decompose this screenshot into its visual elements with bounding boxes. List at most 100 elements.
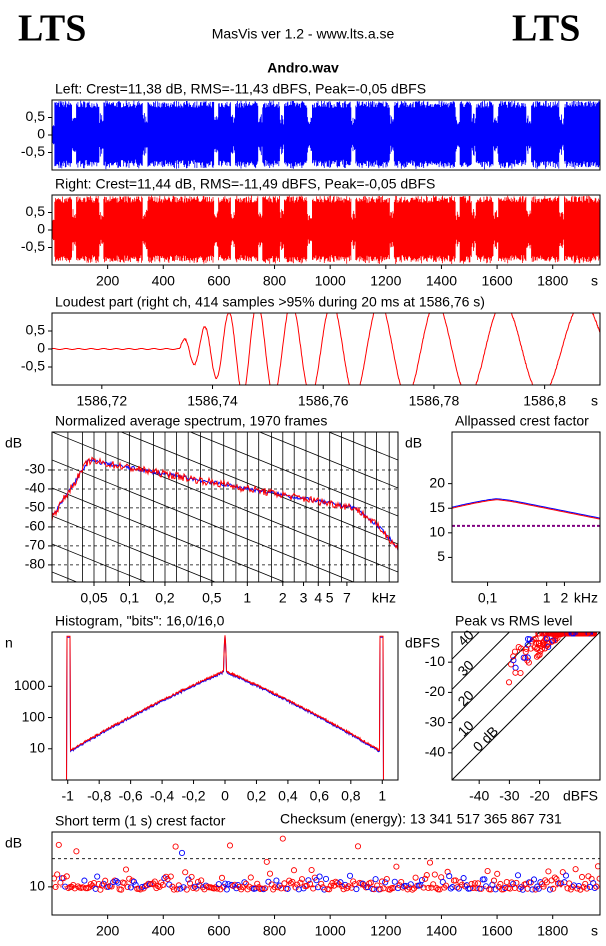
slope-line — [327, 432, 398, 461]
plot-frame — [51, 431, 399, 583]
scatter-point — [153, 884, 160, 892]
scatter-point — [377, 886, 384, 893]
logo: LTS — [18, 8, 86, 50]
scatter-point — [431, 871, 438, 878]
scatter-point — [548, 638, 555, 645]
y-tick-label: 15 — [429, 499, 445, 515]
x-tick-label: 1 — [243, 590, 251, 606]
scatter-point — [588, 632, 595, 637]
scatter-point — [170, 886, 178, 893]
scatter-point — [545, 868, 552, 875]
scatter-point — [527, 645, 534, 652]
scatter-point — [289, 878, 296, 885]
scatter-point — [194, 878, 202, 885]
x-tick-label: 5 — [326, 590, 334, 606]
scatter-point — [102, 877, 109, 884]
scatter-point — [591, 884, 598, 891]
y-tick-label: -40 — [425, 744, 445, 760]
panel-title: Short term (1 s) crest factor — [55, 813, 226, 829]
slope-line — [258, 432, 398, 489]
waveform — [52, 313, 600, 385]
plot — [52, 100, 600, 170]
scatter-point — [318, 880, 325, 887]
scatter-point — [559, 869, 566, 876]
scatter-point — [550, 885, 557, 892]
y-tick-label: -10 — [425, 653, 445, 669]
scatter-point — [555, 632, 562, 637]
diagonal-label: 20 — [454, 687, 476, 709]
scatter-point — [542, 636, 549, 643]
scatter-point — [167, 873, 174, 880]
scatter-point — [418, 877, 426, 884]
diagonal-label: 10 — [454, 717, 476, 739]
y-tick-label: -50 — [25, 499, 45, 515]
scatter-point — [505, 679, 513, 686]
scatter-point — [512, 664, 519, 671]
scatter-point — [63, 873, 70, 880]
slope-line — [120, 432, 398, 545]
scatter-point — [215, 881, 222, 888]
scatter-point — [150, 880, 157, 887]
y-tick-label: 0,5 — [26, 322, 46, 338]
scatter-point — [580, 884, 587, 891]
scatter-point — [481, 876, 488, 883]
y-tick-label: -0,5 — [21, 238, 45, 254]
plot — [66, 635, 384, 780]
x-tick-label: 0,05 — [80, 590, 107, 606]
y-tick-label: -60 — [25, 518, 45, 534]
spectrum-curve — [52, 456, 398, 551]
crest-diagonal — [452, 632, 571, 751]
y-axis-label: dB — [5, 435, 22, 451]
scatter-point — [113, 878, 120, 885]
scatter-point — [510, 657, 517, 664]
scatter-point — [530, 876, 538, 883]
scatter-point — [129, 877, 136, 884]
x-tick-label: 0,5 — [202, 590, 222, 606]
scatter-point — [537, 642, 544, 649]
scatter-point — [516, 885, 523, 892]
scatter-point — [287, 880, 294, 887]
x-tick-label: 4 — [314, 590, 322, 606]
scatter-point — [55, 841, 62, 848]
scatter-point — [541, 645, 548, 652]
scatter-point — [100, 880, 107, 887]
plot — [52, 195, 600, 264]
scatter-point — [441, 884, 448, 891]
scatter-point — [484, 868, 491, 875]
y-tick-label: 0,5 — [26, 203, 46, 219]
y-tick-label: 1000 — [14, 677, 45, 693]
scatter-point — [393, 863, 400, 870]
panel-title: Normalized average spectrum, 1970 frames — [55, 413, 327, 429]
scatter-point — [81, 877, 88, 884]
x-tick-label: 2 — [279, 590, 287, 606]
scatter-point — [497, 880, 504, 888]
slope-line — [189, 432, 398, 517]
scatter-point — [433, 884, 440, 891]
scatter-point — [489, 881, 496, 888]
x-tick-label: 400 — [152, 273, 176, 289]
x-tick-label: -0,2 — [181, 788, 205, 804]
scatter-point — [535, 885, 542, 892]
scatter-point — [524, 641, 531, 648]
scatter-point — [274, 884, 282, 891]
x-tick-label: 2 — [561, 590, 569, 606]
x-tick-label: 1586,72 — [77, 393, 128, 409]
scatter-point — [346, 872, 354, 879]
scatter-point — [442, 882, 450, 889]
x-tick-label: -30 — [499, 788, 519, 804]
y-tick-label: -70 — [25, 537, 45, 553]
y-tick-label: 100 — [22, 708, 46, 724]
scatter-point — [121, 880, 128, 887]
scatter-point — [447, 885, 454, 892]
x-tick-label: 1000 — [315, 273, 346, 289]
scatter-point — [188, 873, 195, 880]
x-axis-label: kHz — [372, 590, 396, 606]
x-tick-label: 7 — [343, 590, 351, 606]
scatter-point — [262, 885, 269, 892]
x-tick-label: 200 — [96, 273, 120, 289]
scatter-point — [552, 637, 559, 644]
scatter-point — [297, 879, 304, 886]
scatter-point — [412, 874, 419, 881]
x-tick-label: 1400 — [426, 273, 457, 289]
scatter-point — [409, 886, 416, 893]
